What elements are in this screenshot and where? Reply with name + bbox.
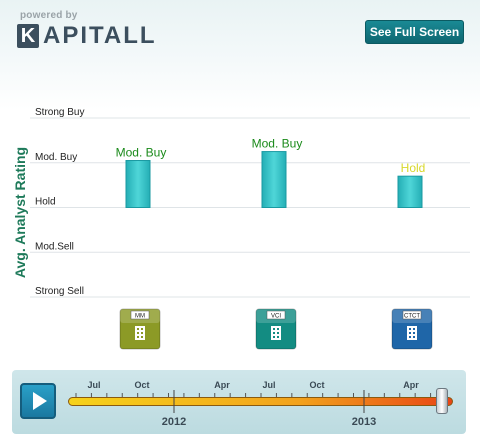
building-window: [413, 328, 415, 330]
ticker-icon-ctct: CTCT: [391, 308, 433, 350]
y-tick-label: Mod. Buy: [35, 152, 77, 163]
building-window: [277, 328, 279, 330]
building-window: [413, 336, 415, 338]
building-window: [277, 336, 279, 338]
bar-value-label: Mod. Buy: [252, 137, 303, 151]
bar-value-label: Hold: [401, 161, 426, 175]
building-window: [273, 328, 275, 330]
bar-rect: [125, 160, 151, 208]
building-window: [137, 332, 139, 334]
building-window: [409, 336, 411, 338]
building-window: [409, 328, 411, 330]
bar-vci: Mod. Buy: [252, 137, 303, 208]
logo-k-mark: K: [17, 24, 39, 48]
building-icon: [407, 326, 417, 340]
building-window: [409, 332, 411, 334]
y-tick-label: Strong Sell: [35, 286, 84, 297]
bar-rect: [397, 175, 423, 209]
ticker-symbol: VCI: [271, 314, 281, 320]
ticker-icon-vci: VCI: [255, 308, 297, 350]
ticker-tag: [130, 310, 150, 320]
see-full-screen-button[interactable]: See Full Screen: [365, 20, 464, 44]
bar-ctct: Hold: [397, 161, 426, 209]
y-tick-label: Mod.Sell: [35, 241, 74, 252]
bar-rect: [261, 151, 287, 208]
y-axis-title: Avg. Analyst Rating: [12, 147, 28, 278]
y-tick-label: Strong Buy: [35, 107, 84, 118]
logo-wordmark: APITALL: [43, 22, 157, 49]
building-window: [413, 332, 415, 334]
building-window: [137, 328, 139, 330]
building-window: [137, 336, 139, 338]
building-window: [273, 336, 275, 338]
building-icon: [135, 326, 145, 340]
y-tick-label: Hold: [35, 197, 56, 208]
ticker-symbol: MM: [135, 314, 145, 320]
ticker-tag: [266, 310, 286, 320]
building-window: [141, 332, 143, 334]
kapitall-logo: K APITALL: [17, 22, 157, 50]
bar-mm: Mod. Buy: [116, 146, 167, 208]
building-window: [141, 328, 143, 330]
play-button[interactable]: [20, 383, 56, 419]
powered-by-label: powered by: [20, 10, 78, 21]
ticker-tag: [402, 310, 422, 320]
timeline-track[interactable]: [68, 397, 453, 406]
building-window: [141, 336, 143, 338]
ticker-symbol: CTCT: [404, 314, 420, 320]
building-window: [277, 332, 279, 334]
building-window: [273, 332, 275, 334]
ticker-icon-mm: MM: [119, 308, 161, 350]
timeline-slider-handle[interactable]: [436, 388, 448, 414]
bar-value-label: Mod. Buy: [116, 146, 167, 160]
building-icon: [271, 326, 281, 340]
